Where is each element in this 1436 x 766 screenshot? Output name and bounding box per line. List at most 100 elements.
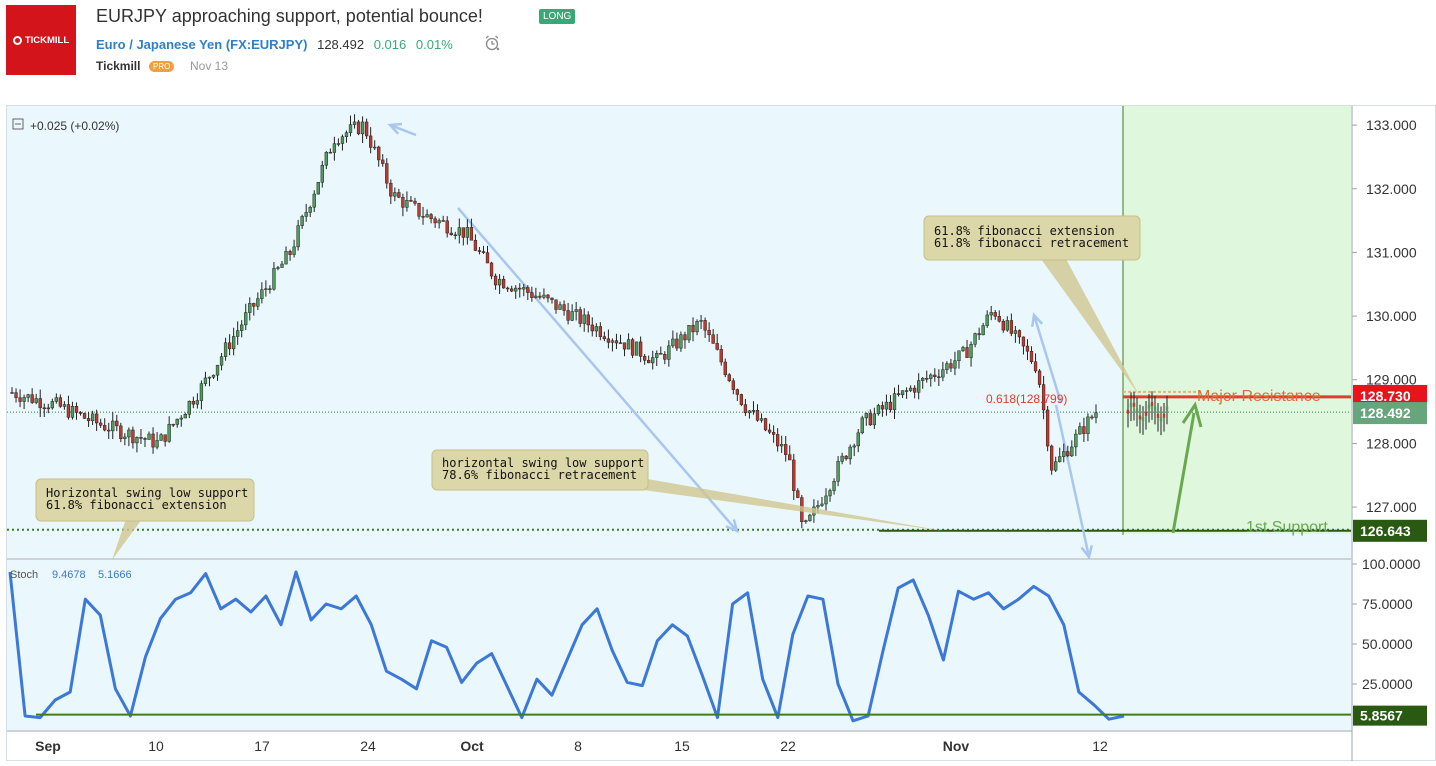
candle-body [429,214,433,219]
main-legend[interactable]: +0.025 (+0.02%) [12,118,119,133]
candle-body [175,418,179,425]
callout-horizontal-support[interactable]: Horizontal swing low support 61.8% fibon… [35,478,255,560]
price-axis[interactable]: 133.000 132.000 131.000 130.000 129.000 128.0… [1352,117,1417,515]
candle-body [14,392,18,398]
candle-body [163,434,167,442]
candle-body [921,378,925,381]
callout-2-line-1: horizontal swing low support [442,456,644,470]
candle-body [248,303,252,313]
candle-body [469,227,474,241]
time-axis[interactable]: Sep 10 17 24 Oct 8 15 22 Nov 12 [35,738,1108,754]
candle-body [195,400,200,405]
collapse-toggle-icon[interactable] [12,118,24,130]
candle-body [1138,415,1142,420]
candle-body [1037,370,1042,385]
candle-body [715,343,719,350]
candle-body [94,413,99,424]
candle-body [485,252,490,264]
candle-body [534,295,538,298]
candle-body [775,434,780,447]
candle-body [518,287,522,290]
candle-body [215,364,220,376]
candle-body [1094,412,1098,418]
fib-arrow-head [1080,545,1094,560]
stoch-legend[interactable]: Stoch 9.4678 5.1666 [10,569,132,581]
candle-body [127,429,131,438]
candle-body [1086,416,1090,434]
candle-body [884,401,889,410]
candle-body [792,459,796,491]
fib-arrows [387,122,1094,560]
candle-body [1025,345,1030,352]
candle-body [1126,409,1130,414]
symbol-code-link[interactable]: (FX:EURJPY) [225,37,308,52]
callout-fib-extension[interactable]: 61.8% fibonacci extension 61.8% fibonacc… [923,215,1141,395]
candle-body [397,192,401,198]
candle-body [872,413,877,426]
candle-body [941,369,945,378]
stoch-level-tag: 5.8567 [1353,705,1427,726]
candle-body [453,234,457,237]
candle-body [570,311,574,321]
candle-body [917,380,921,393]
candle-body [413,200,417,204]
candle-body [626,339,631,350]
candle-body [473,239,478,251]
candle-body [836,461,840,482]
fib-level-label: 0.618(128.799) [986,392,1067,406]
candle-body [546,294,550,299]
candle-body [433,218,437,224]
price-tick-label: 127.000 [1366,499,1417,515]
candle-body [949,363,953,369]
candle-body [550,297,554,301]
candle-body [1029,350,1034,362]
price-tick-label: 132.000 [1366,181,1417,197]
stoch-axis[interactable]: 100.0000 75.0000 50.0000 25.0000 [1352,556,1421,692]
stoch-legend-title: Stoch [10,569,38,581]
candle-body [344,132,349,137]
candle-body [848,446,852,460]
alarm-clock-icon[interactable] [484,35,500,51]
callout-swing-low[interactable]: horizontal swing low support 78.6% fibon… [431,449,944,531]
candle-body [554,299,558,310]
candle-body [199,383,204,401]
candle-body [360,121,365,135]
symbol-name-link[interactable]: Euro / Japanese Yen [96,37,223,52]
candle-body [1001,320,1005,331]
candle-body [844,455,848,460]
candle-body [707,329,711,336]
candle-body [183,414,187,419]
candle-body [268,288,272,290]
candle-body [759,418,764,421]
candle-body [211,374,216,378]
candle-body [26,394,30,398]
candle-body [171,423,175,426]
candle-body [373,146,377,149]
stoch-tick-label: 75.0000 [1362,596,1413,612]
symbol-line: Euro / Japanese Yen (FX:EURJPY) 128.492 … [96,37,453,52]
candle-body [667,345,671,360]
candle-body [542,294,546,298]
candle-body [1017,330,1022,338]
candle-body [296,225,300,248]
candle-body [514,287,518,292]
author-link[interactable]: Tickmill [96,59,141,73]
price-tick-label: 128.000 [1366,435,1417,451]
candle-body [90,413,95,422]
candle-body [526,287,530,293]
candle-body [925,378,929,380]
candle-body [489,262,494,277]
candle-body [1005,320,1009,331]
candle-body [755,410,760,421]
candle-body [510,288,514,292]
candle-body [389,182,393,197]
candle-body [82,413,87,419]
candle-body [54,397,58,402]
candle-body [441,220,445,222]
candle-body [582,314,586,324]
candle-body [143,438,147,440]
candle-body [231,336,236,350]
tickmill-logo[interactable]: TICKMILL [6,5,76,75]
candle-body [804,520,808,522]
price-chart[interactable]: 133.000 132.000 131.000 130.000 129.000 128.0… [6,105,1436,761]
